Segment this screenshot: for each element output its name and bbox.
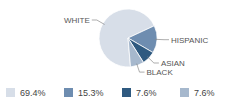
leader-line [147, 57, 159, 63]
legend-label: 7.6% [136, 88, 157, 98]
pie [99, 9, 157, 67]
leader-line [155, 39, 169, 40]
leader-line [137, 64, 145, 73]
slice-label: WHITE [64, 16, 90, 25]
chart: WHITE HISPANIC ASIANBLACK 69.4% 15.3% 7.6% 7.6… [0, 0, 240, 100]
legend: 69.4% 15.3% 7.6% 7.6% [6, 88, 215, 98]
slice-label: BLACK [147, 68, 174, 77]
legend-swatch [64, 88, 73, 97]
legend-label: 7.6% [194, 88, 215, 98]
pie-slice [128, 38, 144, 67]
legend-swatch [180, 88, 189, 97]
legend-swatch [6, 88, 15, 97]
legend-label: 69.4% [20, 88, 46, 98]
slice-label: ASIAN [161, 59, 185, 68]
legend-swatch [122, 88, 131, 97]
leader-line [92, 20, 105, 25]
legend-label: 15.3% [78, 88, 104, 98]
slice-label: HISPANIC [171, 36, 208, 45]
